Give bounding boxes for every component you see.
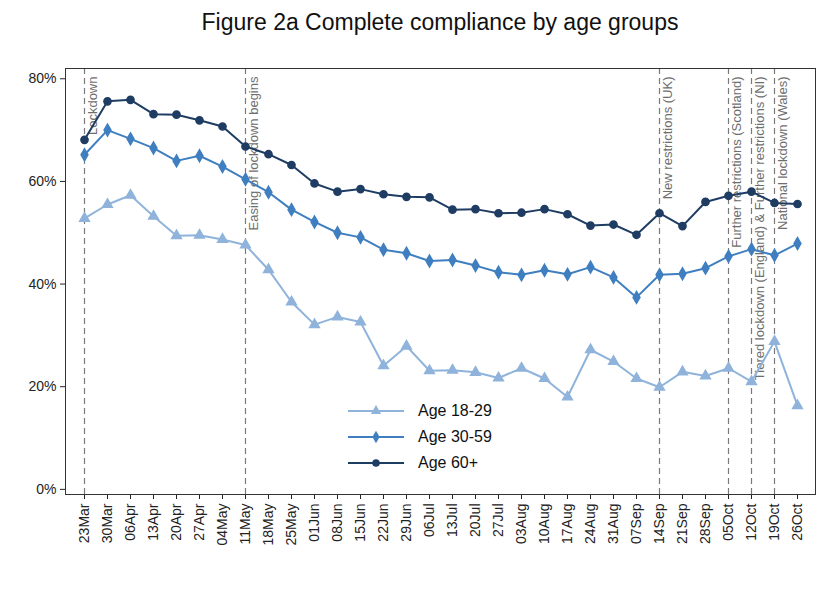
svg-text:22Jun: 22Jun (375, 504, 391, 542)
svg-text:40%: 40% (28, 276, 56, 292)
svg-text:07Sep: 07Sep (628, 503, 644, 544)
svg-text:12Oct: 12Oct (743, 503, 759, 540)
svg-text:27Apr: 27Apr (191, 503, 207, 541)
svg-text:05Oct: 05Oct (720, 503, 736, 540)
svg-text:11May: 11May (237, 504, 253, 545)
svg-text:08Jun: 08Jun (329, 504, 345, 542)
html-text:Age 18-29: Age 18-29 (418, 402, 492, 419)
svg-text:0%: 0% (36, 481, 56, 497)
svg-text:80%: 80% (28, 70, 56, 86)
svg-text:23Mar: 23Mar (76, 503, 92, 543)
svg-text:06Apr: 06Apr (122, 503, 138, 541)
html-text:Figure 2a Complete compliance: Figure 2a Complete compliance by age gro… (201, 9, 679, 35)
svg-text:13Apr: 13Apr (145, 503, 161, 541)
html-text:Age 60+: Age 60+ (418, 454, 479, 471)
svg-text:Easing of lockdown begins: Easing of lockdown begins (246, 76, 261, 230)
svg-text:06Jul: 06Jul (421, 504, 437, 537)
svg-text:Tiered lockdown (England) & Fu: Tiered lockdown (England) & Further rest… (752, 77, 767, 381)
svg-text:25May: 25May (283, 504, 299, 546)
svg-text:13Jul: 13Jul (444, 504, 460, 537)
svg-text:20%: 20% (28, 378, 56, 394)
svg-text:19Oct: 19Oct (766, 503, 782, 540)
svg-text:30Mar: 30Mar (99, 503, 115, 543)
svg-text:28Sep: 28Sep (697, 503, 713, 544)
svg-text:National lockdown (Wales): National lockdown (Wales) (775, 77, 790, 230)
svg-text:31Aug: 31Aug (605, 504, 621, 544)
svg-text:18May: 18May (260, 504, 276, 546)
svg-text:10Aug: 10Aug (536, 504, 552, 544)
svg-text:20Jul: 20Jul (467, 504, 483, 537)
svg-text:17Aug: 17Aug (559, 504, 575, 544)
html-text:Age 30-59: Age 30-59 (418, 428, 492, 445)
svg-text:Further restrictions (Scotland: Further restrictions (Scotland) (729, 77, 744, 248)
svg-text:21Sep: 21Sep (674, 503, 690, 544)
svg-text:15Jun: 15Jun (352, 504, 368, 542)
svg-text:14Sep: 14Sep (651, 503, 667, 544)
svg-text:04May: 04May (214, 504, 230, 546)
svg-text:29Jun: 29Jun (398, 504, 414, 542)
svg-text:Lockdown: Lockdown (84, 76, 100, 135)
svg-text:27Jul: 27Jul (490, 504, 506, 537)
svg-text:24Aug: 24Aug (582, 504, 598, 544)
svg-text:01Jun: 01Jun (306, 504, 322, 542)
svg-text:26Oct: 26Oct (789, 503, 805, 540)
svg-text:New restrictions (UK): New restrictions (UK) (660, 77, 675, 200)
svg-text:03Aug: 03Aug (513, 504, 529, 544)
svg-text:60%: 60% (28, 173, 56, 189)
svg-text:20Apr: 20Apr (168, 503, 184, 541)
